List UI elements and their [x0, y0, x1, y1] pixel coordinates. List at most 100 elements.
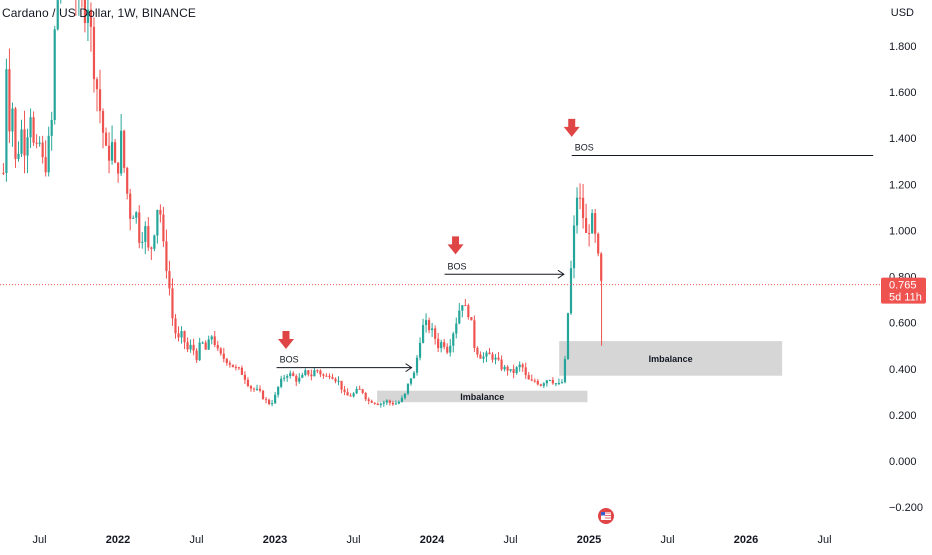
candle-body: [458, 310, 461, 324]
candle-body: [443, 342, 446, 347]
candle-body: [274, 394, 277, 404]
candle-body: [418, 342, 422, 358]
candle-body: [307, 370, 310, 375]
candle-body: [578, 197, 582, 199]
candle-body: [117, 162, 120, 174]
candle-body: [358, 388, 361, 390]
candle-body: [11, 108, 14, 132]
candle-body: [409, 378, 413, 384]
currency-label: USD: [890, 7, 914, 19]
candle-body: [301, 374, 304, 378]
symbol-title[interactable]: Cardano / US Dollar, 1W, BINANCE: [2, 6, 196, 20]
candle-body: [485, 352, 488, 357]
candle-body: [545, 380, 548, 384]
candle-body: [298, 377, 301, 382]
candle-body: [388, 400, 391, 403]
candle-body: [171, 288, 174, 319]
down-arrow-icon: [277, 330, 294, 349]
candle-body: [156, 209, 159, 236]
candle-body: [515, 367, 518, 374]
candle-body: [110, 142, 114, 161]
candle-body: [597, 233, 600, 254]
candle-body: [47, 135, 50, 173]
x-tick-label: Jul: [32, 534, 46, 546]
candle-body: [44, 157, 47, 173]
candle-body: [26, 137, 29, 156]
candle-body: [316, 370, 319, 372]
candle-body: [192, 344, 195, 351]
candle-body: [585, 218, 588, 233]
candle-body: [98, 89, 102, 111]
candle-body: [198, 342, 201, 361]
candle-body: [5, 69, 8, 173]
candle-body: [530, 379, 533, 381]
candle-body: [295, 375, 298, 382]
candle-body: [473, 320, 476, 348]
candle-body: [346, 392, 349, 396]
candle-body: [569, 268, 573, 314]
candle-body: [518, 364, 521, 368]
candle-body: [506, 366, 509, 371]
candle-body: [86, 9, 90, 23]
candle-body: [355, 388, 358, 394]
candle-body: [23, 129, 26, 156]
candle-body: [186, 342, 189, 350]
candle-body: [551, 379, 554, 384]
candle-body: [467, 305, 470, 318]
candle-body: [440, 342, 443, 349]
candle-body: [566, 313, 570, 360]
candle-body: [421, 325, 425, 343]
candle-body: [452, 333, 455, 346]
candle-body: [364, 392, 367, 400]
candle-body: [271, 403, 274, 405]
candle-body: [412, 372, 416, 379]
bos-arrowhead: [405, 363, 413, 373]
candle-body: [533, 380, 536, 382]
x-tick-label: 2026: [734, 534, 758, 546]
candle-body: [14, 108, 17, 159]
candle-body: [310, 374, 313, 377]
candle-body: [591, 213, 594, 234]
bos-arrowhead: [557, 269, 565, 279]
candle-body: [228, 362, 231, 365]
last-price-countdown: 5d 11h: [889, 292, 922, 304]
candle-body: [168, 271, 171, 289]
candle-body: [313, 370, 316, 377]
y-tick-label: 0.400: [889, 364, 917, 376]
bos-label: BOS: [448, 261, 467, 271]
candle-body: [231, 364, 234, 368]
candles: [2, 0, 603, 408]
candle-body: [470, 317, 473, 321]
candle-body: [147, 226, 150, 248]
x-tick-label: Jul: [503, 534, 517, 546]
candle-body: [403, 393, 407, 398]
candle-body: [240, 367, 244, 375]
candle-body: [482, 356, 485, 359]
candle-body: [144, 226, 147, 242]
candle-body: [56, 0, 59, 30]
bos-label: BOS: [280, 355, 299, 365]
candle-body: [177, 333, 180, 338]
candle-body: [277, 386, 280, 395]
candle-body: [319, 370, 322, 375]
candle-body: [32, 117, 35, 143]
candle-body: [234, 367, 237, 369]
candle-body: [536, 380, 539, 385]
candle-body: [488, 352, 491, 355]
candle-body: [370, 400, 373, 403]
y-tick-label: 0.000: [889, 456, 917, 468]
candle-body: [201, 342, 204, 344]
candle-body: [258, 388, 262, 391]
candle-body: [434, 328, 437, 339]
candle-body: [50, 119, 53, 136]
candle-body: [461, 305, 464, 311]
candle-body: [343, 389, 346, 393]
candle-body: [548, 379, 551, 381]
candle-body: [180, 331, 183, 338]
candle-body: [437, 338, 440, 349]
candle-body: [500, 359, 503, 370]
candle-body: [464, 305, 467, 307]
candle-body: [107, 145, 111, 161]
